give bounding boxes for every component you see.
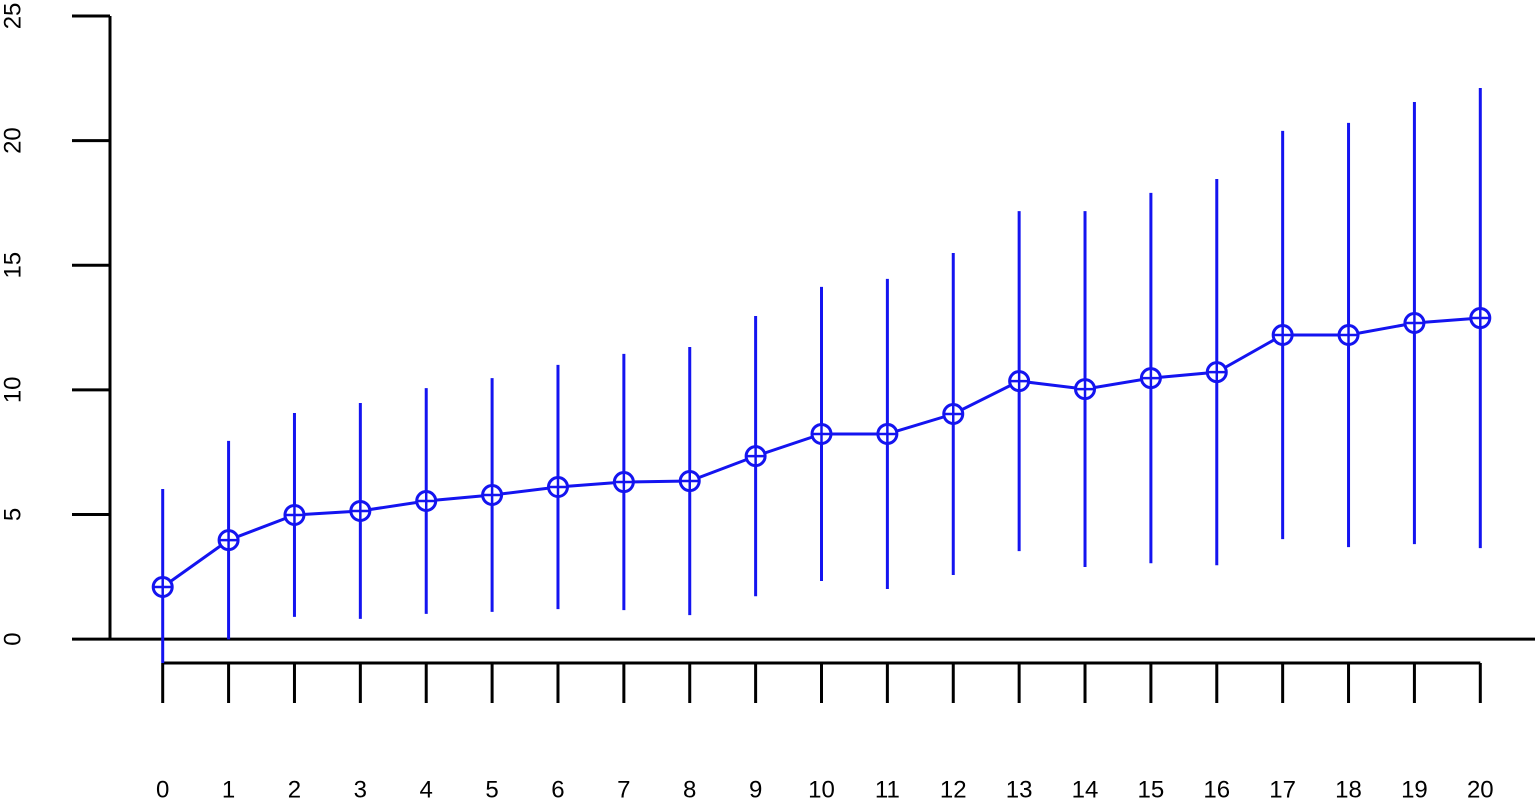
x-tick-label: 9 bbox=[749, 776, 762, 800]
y-tick-label: 25 bbox=[0, 3, 26, 30]
point-marker bbox=[678, 470, 701, 493]
point-marker bbox=[217, 529, 240, 552]
point-marker bbox=[1271, 323, 1294, 346]
x-tick-label: 10 bbox=[808, 776, 835, 800]
point-marker bbox=[942, 403, 965, 426]
point-marker bbox=[349, 499, 372, 522]
x-tick-label: 18 bbox=[1335, 776, 1362, 800]
x-tick-label: 20 bbox=[1467, 776, 1494, 800]
y-tick-label: 15 bbox=[0, 252, 26, 279]
point-marker bbox=[612, 471, 635, 494]
x-tick-label: 8 bbox=[683, 776, 696, 800]
point-marker bbox=[481, 484, 504, 507]
x-tick-label: 16 bbox=[1203, 776, 1230, 800]
point-marker bbox=[876, 422, 899, 445]
point-marker bbox=[1403, 312, 1426, 335]
point-marker bbox=[1139, 367, 1162, 390]
y-tick-label: 10 bbox=[0, 376, 26, 403]
point-marker bbox=[1205, 361, 1228, 384]
point-marker bbox=[1074, 378, 1097, 401]
x-tick-label: 19 bbox=[1401, 776, 1428, 800]
x-tick-label: 7 bbox=[617, 776, 630, 800]
x-tick-label: 17 bbox=[1269, 776, 1296, 800]
plot-area bbox=[151, 87, 1492, 663]
x-tick-label: 1 bbox=[222, 776, 235, 800]
x-tick-label: 12 bbox=[940, 776, 967, 800]
x-tick-label: 0 bbox=[156, 776, 169, 800]
point-marker bbox=[546, 476, 569, 499]
x-tick-label: 5 bbox=[485, 776, 498, 800]
x-tick-label: 14 bbox=[1072, 776, 1099, 800]
x-tick-label: 4 bbox=[420, 776, 433, 800]
point-marker bbox=[810, 422, 833, 445]
x-tick-label: 3 bbox=[354, 776, 367, 800]
point-marker bbox=[283, 503, 306, 526]
x-tick-label: 13 bbox=[1006, 776, 1033, 800]
point-marker bbox=[1469, 307, 1492, 330]
x-tick-label: 11 bbox=[875, 776, 900, 800]
y-tick-label: 5 bbox=[0, 508, 26, 521]
x-tick-label: 6 bbox=[551, 776, 564, 800]
point-marker bbox=[744, 445, 767, 468]
y-tick-label: 20 bbox=[0, 127, 26, 154]
point-marker bbox=[415, 489, 438, 512]
y-tick-label: 0 bbox=[0, 632, 26, 645]
point-marker bbox=[1337, 323, 1360, 346]
x-tick-label: 2 bbox=[288, 776, 301, 800]
point-marker bbox=[151, 575, 174, 598]
x-tick-label: 15 bbox=[1138, 776, 1165, 800]
point-marker bbox=[1008, 370, 1031, 393]
